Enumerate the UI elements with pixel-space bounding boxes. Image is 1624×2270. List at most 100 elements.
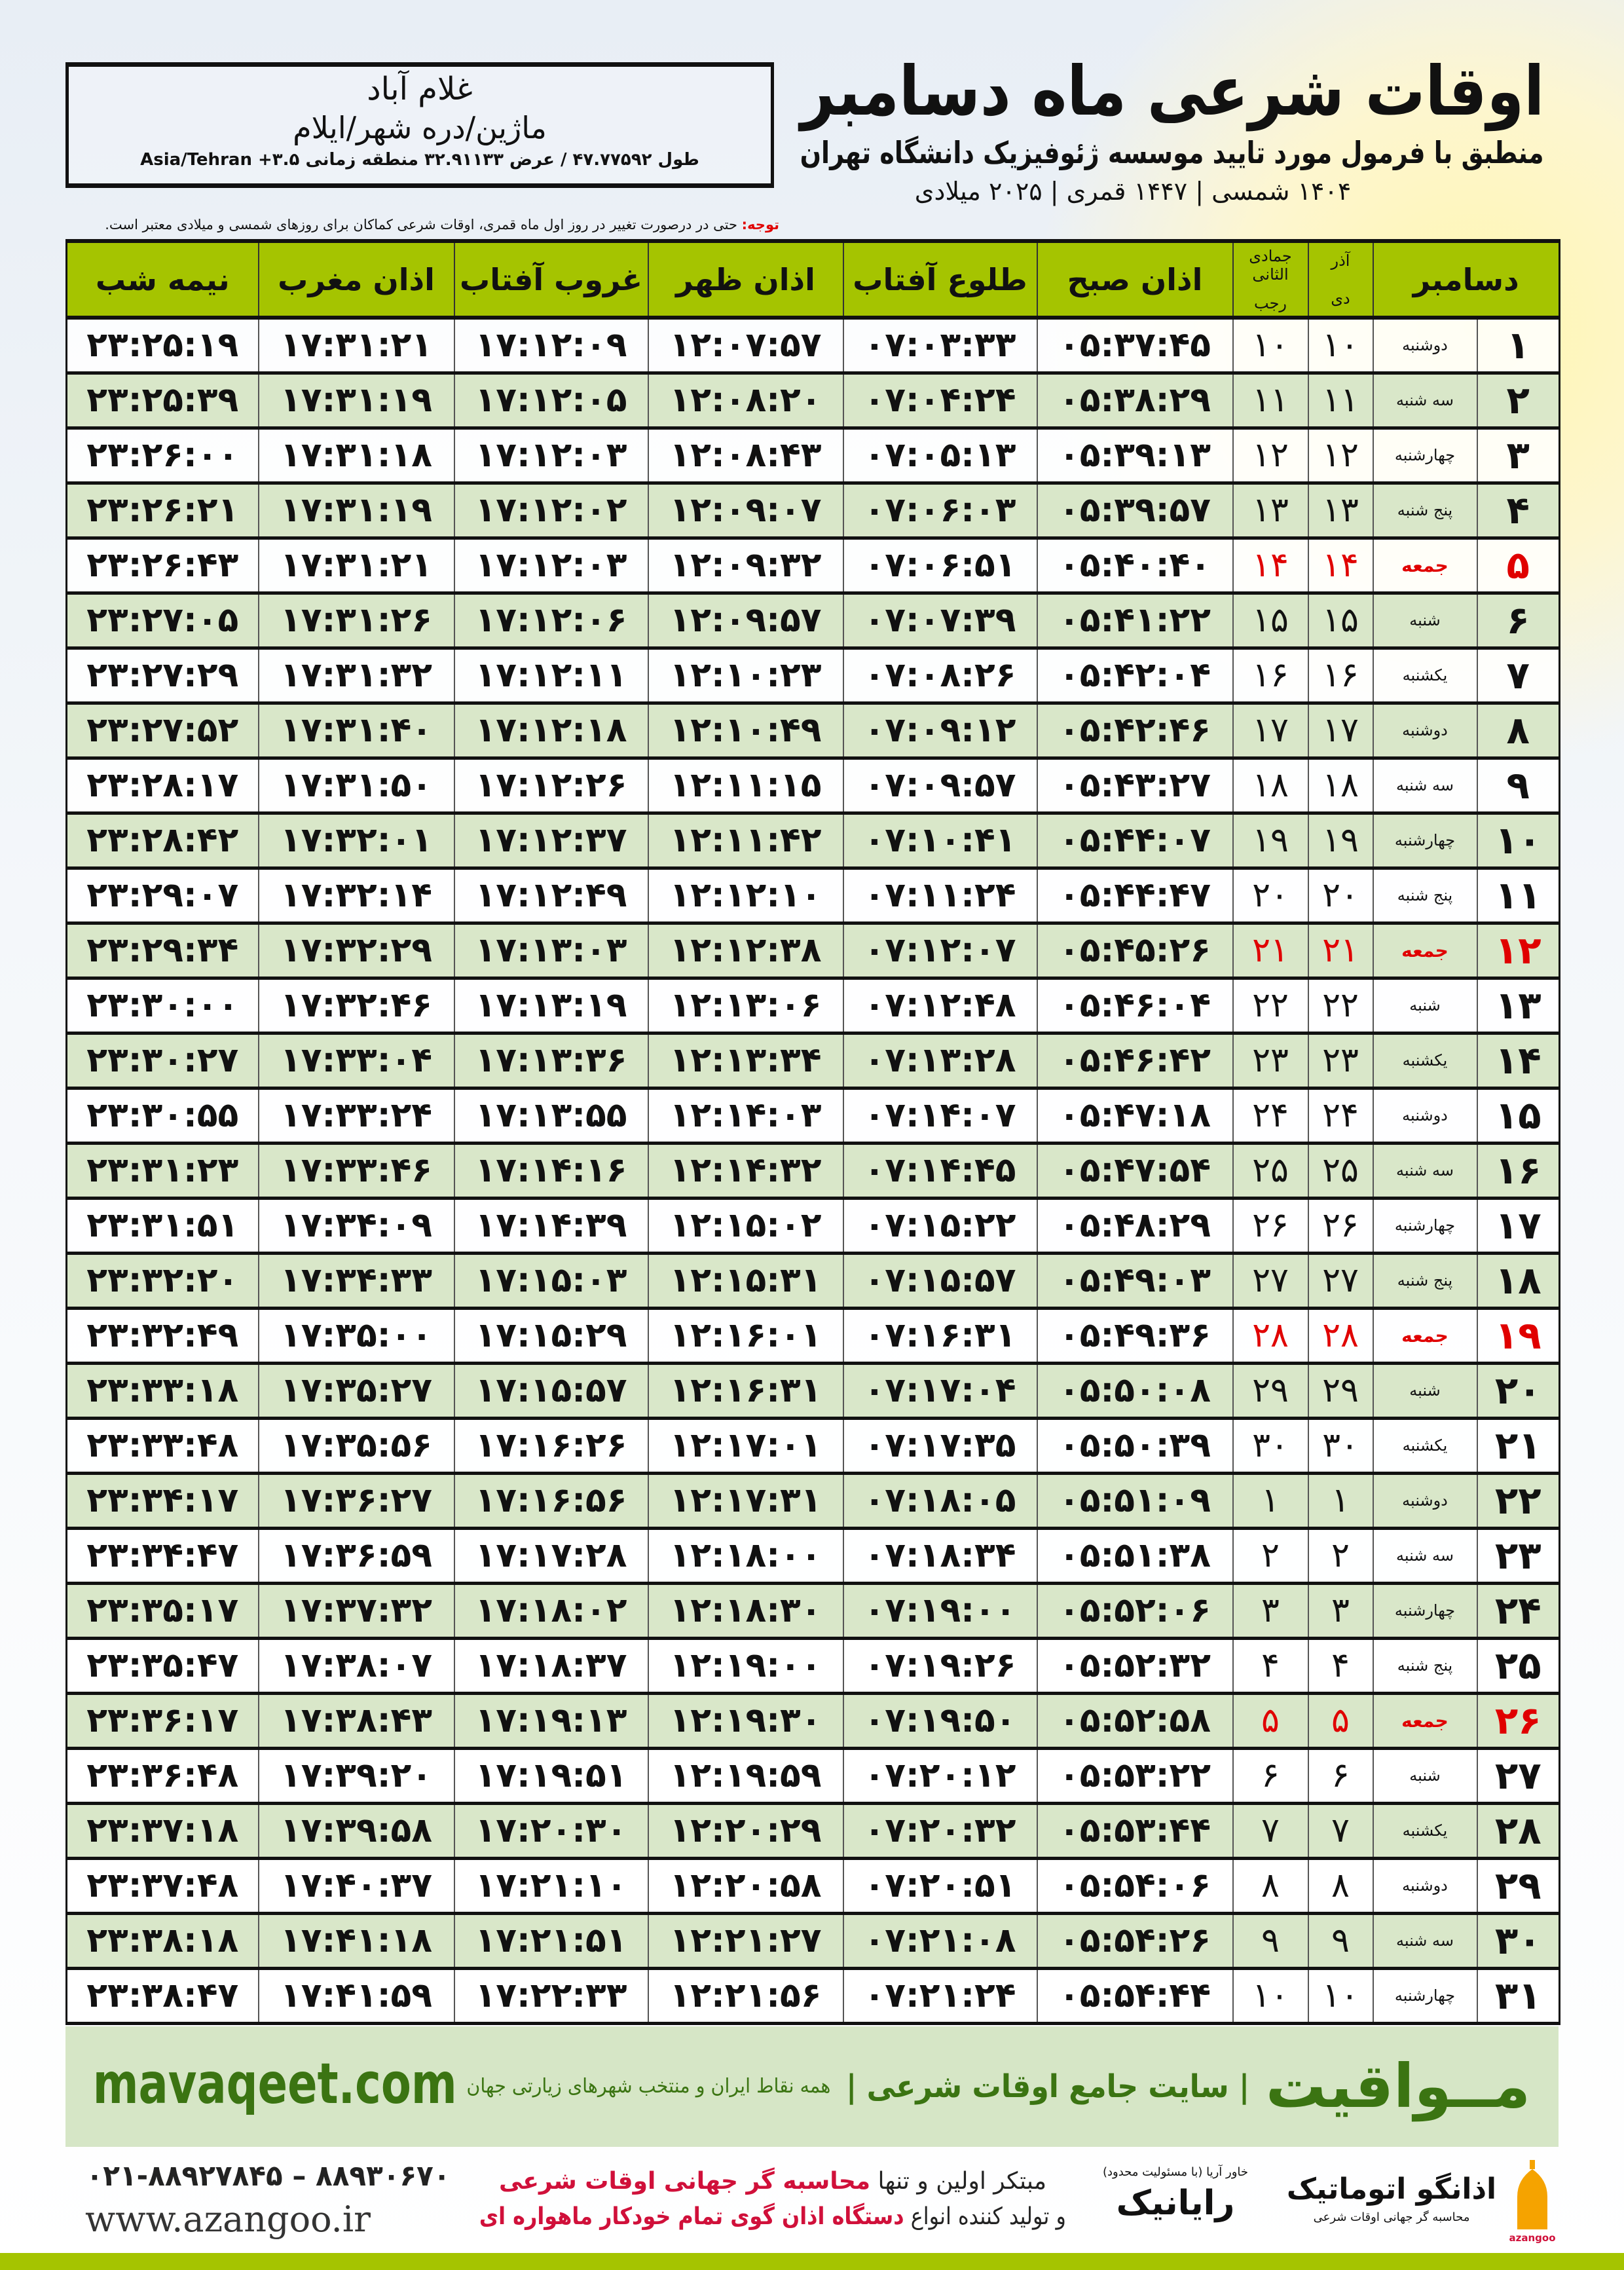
sunrise-time: ۰۷:۱۵:۲۲ — [842, 1198, 1037, 1255]
maghrib-time: ۱۷:۳۵:۵۶ — [257, 1418, 454, 1475]
sunset-time: ۱۷:۱۲:۴۹ — [453, 868, 648, 925]
mavaqeet-link[interactable]: mavaqeet.com — [92, 2051, 458, 2117]
ad-line1-row: مبتکر اولین و تنها محاسبه گر جهانی اوقات… — [478, 2164, 1067, 2199]
midnight-time: ۲۳:۳۱:۲۳ — [65, 1143, 259, 1200]
midnight-time: ۲۳:۳۶:۴۸ — [65, 1748, 259, 1805]
dey-day: ۲۸ — [1307, 1308, 1373, 1365]
day-number: ۲ — [1476, 373, 1560, 430]
rajab-day: ۴ — [1232, 1638, 1308, 1695]
sunrise-time: ۰۷:۰۷:۳۹ — [842, 593, 1037, 650]
sunrise-time: ۰۷:۲۰:۱۲ — [842, 1748, 1037, 1805]
table-row: ۱۵ دوشنبه ۲۴ ۲۴ ۰۵:۴۷:۱۸ ۰۷:۱۴:۰۷ ۱۲:۱۴:۰۳ ۱۷:۱… — [65, 1088, 1560, 1145]
fajr-time: ۰۵:۵۳:۴۴ — [1036, 1803, 1233, 1860]
sunset-time: ۱۷:۱۲:۰۹ — [453, 318, 648, 375]
azangoo-name: اذانگو اتوماتیک — [1286, 2172, 1497, 2206]
day-number: ۱۸ — [1476, 1253, 1560, 1310]
midnight-time: ۲۳:۲۸:۱۷ — [65, 758, 259, 815]
day-number: ۸ — [1476, 703, 1560, 760]
weekday: سه شنبه — [1372, 1528, 1477, 1585]
table-row: ۱۱ پنج شنبه ۲۰ ۲۰ ۰۵:۴۴:۴۷ ۰۷:۱۱:۲۴ ۱۲:۱۲:۱۰ ۱۷… — [65, 868, 1560, 925]
dhuhr-time: ۱۲:۱۸:۳۰ — [647, 1583, 843, 1640]
sunset-time: ۱۷:۱۲:۲۶ — [453, 758, 648, 815]
dey-day: ۶ — [1307, 1748, 1373, 1805]
weekday: یکشنبه — [1372, 1803, 1477, 1860]
col-dhuhr: اذان ظهر — [647, 239, 843, 320]
sunrise-time: ۰۷:۰۹:۱۲ — [842, 703, 1037, 760]
maghrib-time: ۱۷:۳۱:۲۱ — [257, 538, 454, 595]
maghrib-time: ۱۷:۴۰:۳۷ — [257, 1858, 454, 1915]
weekday: دوشنبه — [1372, 703, 1477, 760]
table-row: ۲۴ چهارشنبه ۳ ۳ ۰۵:۵۲:۰۶ ۰۷:۱۹:۰۰ ۱۲:۱۸:۳۰ ۱۷:۱… — [65, 1583, 1560, 1640]
fajr-time: ۰۵:۳۸:۲۹ — [1036, 373, 1233, 430]
dey-day: ۱ — [1307, 1473, 1373, 1530]
maghrib-time: ۱۷:۳۴:۰۹ — [257, 1198, 454, 1255]
sunset-time: ۱۷:۱۲:۰۶ — [453, 593, 648, 650]
dey-day: ۲۶ — [1307, 1198, 1373, 1255]
midnight-time: ۲۳:۳۲:۲۰ — [65, 1253, 259, 1310]
weekday: سه شنبه — [1372, 1143, 1477, 1200]
dey-day: ۱۲ — [1307, 428, 1373, 485]
midnight-time: ۲۳:۳۴:۴۷ — [65, 1528, 259, 1585]
weekday: یکشنبه — [1372, 1033, 1477, 1090]
maghrib-time: ۱۷:۳۱:۴۰ — [257, 703, 454, 760]
table-row: ۱۶ سه شنبه ۲۵ ۲۵ ۰۵:۴۷:۵۴ ۰۷:۱۴:۴۵ ۱۲:۱۴:۳۲ ۱۷:… — [65, 1143, 1560, 1200]
table-row: ۱ دوشنبه ۱۰ ۱۰ ۰۵:۳۷:۴۵ ۰۷:۰۳:۳۳ ۱۲:۰۷:۵۷ ۱۷:۱۲… — [65, 318, 1560, 375]
day-number: ۴ — [1476, 483, 1560, 540]
fajr-time: ۰۵:۳۷:۴۵ — [1036, 318, 1233, 375]
maghrib-time: ۱۷:۳۵:۰۰ — [257, 1308, 454, 1365]
day-number: ۷ — [1476, 648, 1560, 705]
col-month: دسامبر — [1372, 239, 1560, 320]
location-box: غلام آباد ماژین/دره شهر/ایلام طول ۴۷.۷۷۵… — [65, 62, 774, 188]
table-row: ۲۰ شنبه ۲۹ ۲۹ ۰۵:۵۰:۰۸ ۰۷:۱۷:۰۴ ۱۲:۱۶:۳۱ ۱۷:۱۵:… — [65, 1363, 1560, 1420]
dey-day: ۱۱ — [1307, 373, 1373, 430]
sunset-time: ۱۷:۱۷:۲۸ — [453, 1528, 648, 1585]
fajr-time: ۰۵:۵۲:۰۶ — [1036, 1583, 1233, 1640]
table-row: ۲۲ دوشنبه ۱ ۱ ۰۵:۵۱:۰۹ ۰۷:۱۸:۰۵ ۱۲:۱۷:۳۱ ۱۷:۱۶:… — [65, 1473, 1560, 1530]
maghrib-time: ۱۷:۴۱:۵۹ — [257, 1968, 454, 2025]
rajab-day: ۱ — [1232, 1473, 1308, 1530]
midnight-time: ۲۳:۳۷:۱۸ — [65, 1803, 259, 1860]
sunset-time: ۱۷:۱۹:۵۱ — [453, 1748, 648, 1805]
rajab-day: ۲۳ — [1232, 1033, 1308, 1090]
maghrib-time: ۱۷:۳۱:۲۶ — [257, 593, 454, 650]
maghrib-time: ۱۷:۳۸:۰۷ — [257, 1638, 454, 1695]
rajab-day: ۳۰ — [1232, 1418, 1308, 1475]
midnight-time: ۲۳:۳۵:۱۷ — [65, 1583, 259, 1640]
dey-day: ۴ — [1307, 1638, 1373, 1695]
banner-slogan-sub: همه نقاط ایران و منتخب شهرهای زیارتی جها… — [466, 2075, 830, 2098]
maghrib-time: ۱۷:۳۹:۲۰ — [257, 1748, 454, 1805]
sunrise-time: ۰۷:۱۹:۲۶ — [842, 1638, 1037, 1695]
dey-day: ۲ — [1307, 1528, 1373, 1585]
rajab-day: ۱۰ — [1232, 1968, 1308, 2025]
dhuhr-time: ۱۲:۰۹:۳۲ — [647, 538, 843, 595]
dhuhr-time: ۱۲:۱۷:۰۱ — [647, 1418, 843, 1475]
midnight-time: ۲۳:۲۵:۱۹ — [65, 318, 259, 375]
table-row: ۱۳ شنبه ۲۲ ۲۲ ۰۵:۴۶:۰۴ ۰۷:۱۲:۴۸ ۱۲:۱۳:۰۶ ۱۷:۱۳:… — [65, 978, 1560, 1035]
azangoo-link[interactable]: www.azangoo.ir — [85, 2199, 371, 2240]
dhuhr-time: ۱۲:۰۸:۲۰ — [647, 373, 843, 430]
sunset-time: ۱۷:۱۸:۰۲ — [453, 1583, 648, 1640]
weekday: جمعه — [1372, 1308, 1477, 1365]
col-sunrise: طلوع آفتاب — [842, 239, 1037, 320]
weekday: دوشنبه — [1372, 1473, 1477, 1530]
note: توجه: حتی در درصورت تغییر در روز اول ماه… — [65, 215, 779, 234]
ad-line1: مبتکر اولین و تنها — [870, 2168, 1047, 2195]
col-maghrib: اذان مغرب — [257, 239, 454, 320]
dey-day: ۲۴ — [1307, 1088, 1373, 1145]
day-number: ۲۹ — [1476, 1858, 1560, 1915]
dey-day: ۲۷ — [1307, 1253, 1373, 1310]
sunrise-time: ۰۷:۱۶:۳۱ — [842, 1308, 1037, 1365]
table-row: ۲۳ سه شنبه ۲ ۲ ۰۵:۵۱:۳۸ ۰۷:۱۸:۳۴ ۱۲:۱۸:۰۰ ۱۷:۱۷… — [65, 1528, 1560, 1585]
dey-day: ۱۹ — [1307, 813, 1373, 870]
dey-day: ۲۳ — [1307, 1033, 1373, 1090]
sunset-time: ۱۷:۱۶:۲۶ — [453, 1418, 648, 1475]
dey-day: ۲۲ — [1307, 978, 1373, 1035]
table-row: ۹ سه شنبه ۱۸ ۱۸ ۰۵:۴۳:۲۷ ۰۷:۰۹:۵۷ ۱۲:۱۱:۱۵ ۱۷:۱… — [65, 758, 1560, 815]
page-subtitle: منطبق با فرمول مورد تایید موسسه ژئوفیزیک… — [800, 135, 1545, 170]
dhuhr-time: ۱۲:۱۲:۳۸ — [647, 923, 843, 980]
dey-day: ۲۵ — [1307, 1143, 1373, 1200]
maghrib-time: ۱۷:۳۱:۱۸ — [257, 428, 454, 485]
col-sunset: غروب آفتاب — [453, 239, 648, 320]
dey-day: ۱۰ — [1307, 318, 1373, 375]
day-number: ۱۱ — [1476, 868, 1560, 925]
